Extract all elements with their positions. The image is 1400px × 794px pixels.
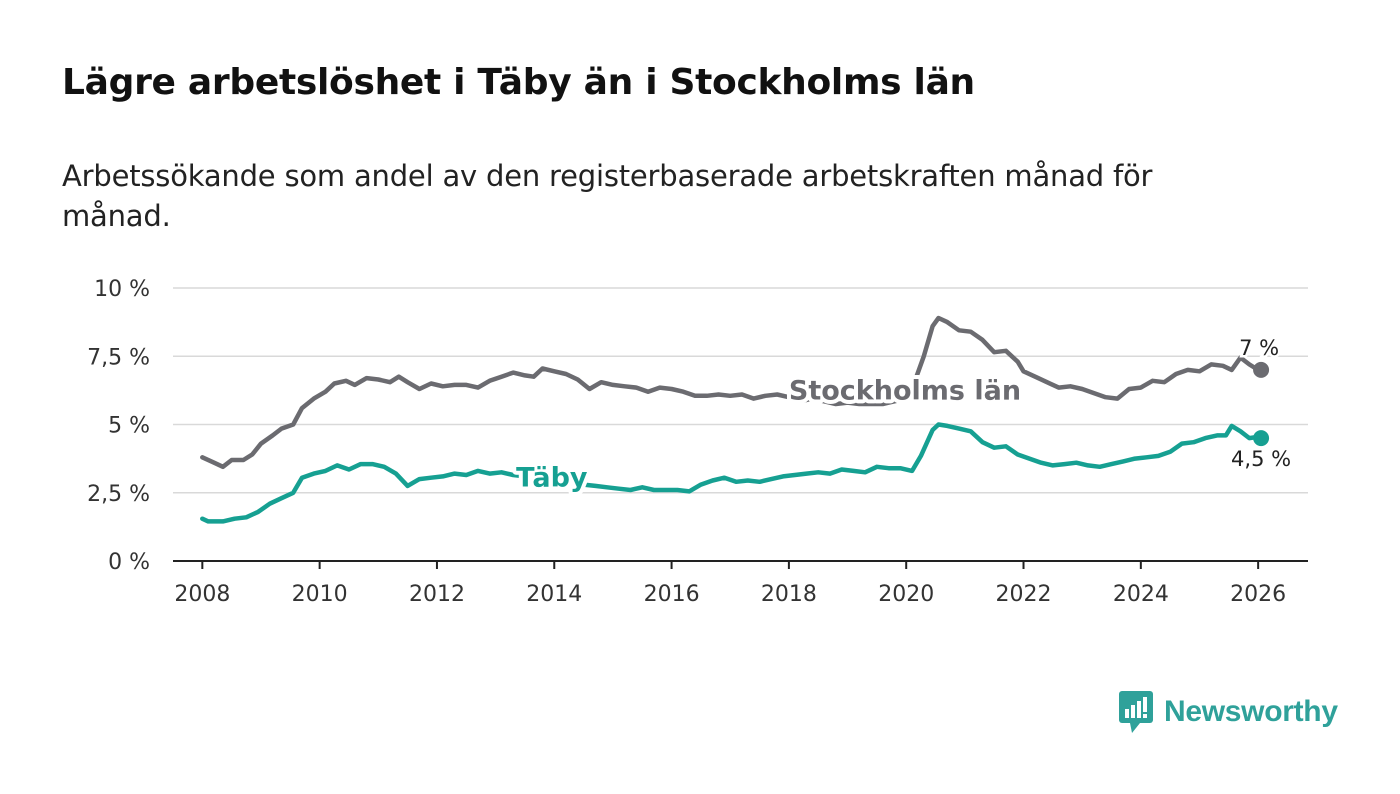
chart-subtitle: Arbetssökande som andel av den registerb… xyxy=(62,159,1153,233)
end-marker-stockholms-län xyxy=(1253,361,1270,378)
y-tick-label: 10 % xyxy=(94,277,150,302)
brand-name: Newsworthy xyxy=(1164,695,1338,728)
end-marker-täby xyxy=(1253,430,1270,447)
y-tick-label: 5 % xyxy=(108,414,150,439)
y-tick-label: 2,5 % xyxy=(87,482,150,507)
series-labels: 7 % 4,5 % Stockholms län Täby xyxy=(512,333,1293,497)
x-tick-label: 2018 xyxy=(761,582,817,607)
series-label-täby: Täby xyxy=(516,463,588,494)
end-value-label-stockholms-län: 7 % xyxy=(1239,336,1279,360)
newsworthy-brand[interactable]: Newsworthy xyxy=(1118,690,1338,734)
x-tick-label: 2022 xyxy=(996,582,1052,607)
x-tick-label: 2026 xyxy=(1230,582,1286,607)
y-tick-label: 7,5 % xyxy=(87,345,150,370)
x-tick-label: 2012 xyxy=(409,582,465,607)
gridlines xyxy=(173,287,1308,494)
x-tick-label: 2010 xyxy=(292,582,348,607)
x-tick-label: 2020 xyxy=(878,582,934,607)
y-tick-label: 0 % xyxy=(108,550,150,575)
x-tick-label: 2008 xyxy=(174,582,230,607)
series-line-stockholms-län xyxy=(200,315,1264,470)
axes: 0 % 2,5 % 5 % 7,5 % 10 % 2008 2010 2012 2014 2016… xyxy=(87,277,1308,607)
newsworthy-logo-icon xyxy=(1119,691,1153,733)
series-label-stockholms-län: Stockholms län xyxy=(789,375,1021,406)
end-value-label-täby: 4,5 % xyxy=(1231,447,1291,471)
chart-title: Lägre arbetslöshet i Täby än i Stockholm… xyxy=(62,62,975,103)
x-tick-label: 2024 xyxy=(1113,582,1169,607)
x-tick-label: 2014 xyxy=(526,582,582,607)
series-lines xyxy=(200,315,1270,524)
series-line-täby xyxy=(200,422,1264,524)
x-tick-label: 2016 xyxy=(644,582,700,607)
